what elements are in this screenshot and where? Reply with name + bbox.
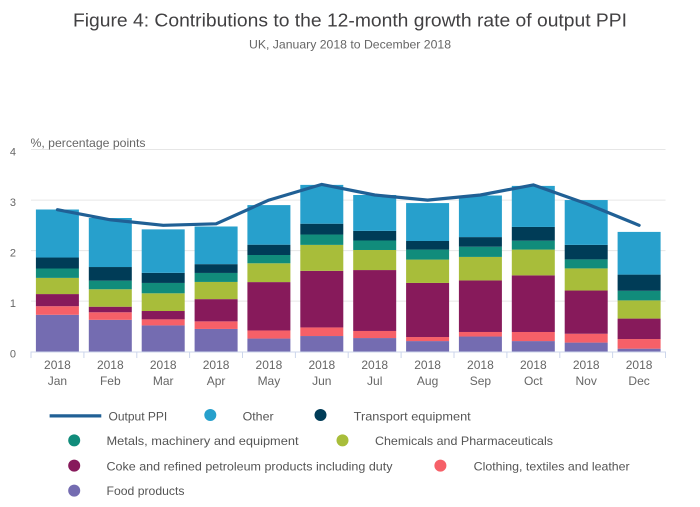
svg-text:0: 0: [10, 349, 16, 361]
svg-text:Apr: Apr: [207, 374, 226, 388]
svg-text:Nov: Nov: [576, 374, 597, 388]
svg-text:Transport equipment: Transport equipment: [354, 410, 472, 424]
svg-text:Jul: Jul: [367, 374, 382, 388]
svg-text:Output PPI: Output PPI: [109, 410, 168, 424]
svg-text:Jan: Jan: [48, 374, 67, 388]
svg-text:Other: Other: [243, 410, 274, 424]
svg-text:Mar: Mar: [153, 374, 174, 388]
svg-text:2018: 2018: [44, 358, 71, 372]
svg-text:2018: 2018: [150, 358, 177, 372]
svg-text:2: 2: [10, 247, 16, 259]
svg-text:2018: 2018: [626, 358, 653, 372]
svg-text:May: May: [258, 374, 281, 388]
svg-text:1: 1: [10, 298, 16, 310]
svg-text:2018: 2018: [308, 358, 335, 372]
svg-text:2018: 2018: [256, 358, 283, 372]
svg-text:Coke and refined petroleum pro: Coke and refined petroleum products incl…: [107, 459, 393, 473]
svg-text:Chemicals and Pharmaceuticals: Chemicals and Pharmaceuticals: [375, 434, 553, 448]
svg-text:Feb: Feb: [100, 374, 121, 388]
svg-text:Clothing, textiles and leather: Clothing, textiles and leather: [474, 459, 630, 473]
svg-text:Oct: Oct: [524, 374, 543, 388]
svg-text:3: 3: [10, 197, 16, 209]
svg-text:4: 4: [10, 146, 16, 158]
svg-text:2018: 2018: [97, 358, 124, 372]
svg-text:2018: 2018: [573, 358, 600, 372]
svg-text:Jun: Jun: [312, 374, 331, 388]
svg-text:Metals, machinery and equipmen: Metals, machinery and equipment: [107, 434, 300, 448]
svg-text:2018: 2018: [520, 358, 547, 372]
svg-text:2018: 2018: [203, 358, 230, 372]
svg-text:2018: 2018: [414, 358, 441, 372]
svg-text:Aug: Aug: [417, 374, 438, 388]
svg-text:UK, January 2018 to December 2: UK, January 2018 to December 2018: [249, 38, 451, 52]
svg-text:%, percentage points: %, percentage points: [31, 136, 146, 150]
svg-text:Food products: Food products: [107, 484, 185, 498]
svg-text:Dec: Dec: [628, 374, 649, 388]
svg-text:Sep: Sep: [470, 374, 492, 388]
svg-text:Figure 4: Contributions to the: Figure 4: Contributions to the 12-month …: [73, 11, 627, 31]
svg-text:2018: 2018: [361, 358, 388, 372]
svg-text:2018: 2018: [467, 358, 494, 372]
